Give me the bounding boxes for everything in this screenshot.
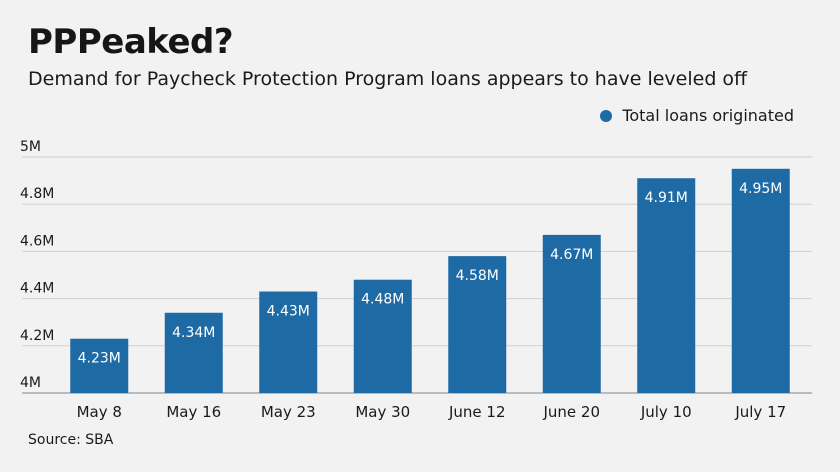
bar-value-label: 4.43M [267,304,310,320]
x-tick-label: July 10 [640,403,692,421]
legend: Total loans originated [600,106,794,125]
bar [542,234,601,393]
y-tick-label: 4.4M [20,281,54,297]
x-tick-label: May 16 [166,403,221,421]
chart-subtitle: Demand for Paycheck Protection Program l… [28,68,748,90]
bar [448,256,507,393]
y-tick-label: 5M [20,139,41,155]
x-tick-label: July 17 [734,403,786,421]
legend-marker [600,109,613,122]
bar-value-label: 4.34M [172,325,215,341]
x-tick-label: May 8 [77,403,122,421]
chart-title: PPPeaked? [28,22,234,62]
source-note: Source: SBA [28,432,114,448]
bar-value-label: 4.95M [739,181,782,197]
y-tick-label: 4M [20,375,41,391]
bar-value-label: 4.67M [550,247,593,263]
y-tick-label: 4.8M [20,186,54,202]
bar-value-label: 4.91M [645,190,688,206]
y-tick-label: 4.2M [20,328,54,344]
bar [259,291,318,393]
x-tick-label: June 12 [448,403,506,421]
bar-value-label: 4.58M [456,268,499,284]
x-tick-label: May 23 [261,403,316,421]
bar [731,168,790,393]
bar [164,312,223,393]
bar [637,178,696,393]
bar [70,338,129,393]
bar-value-label: 4.48M [361,292,404,308]
bar-value-label: 4.23M [78,351,121,367]
bar [353,279,412,393]
legend-label: Total loans originated [622,106,794,125]
x-tick-label: June 20 [542,403,600,421]
x-tick-label: May 30 [355,403,410,421]
y-tick-label: 4.6M [20,233,54,249]
